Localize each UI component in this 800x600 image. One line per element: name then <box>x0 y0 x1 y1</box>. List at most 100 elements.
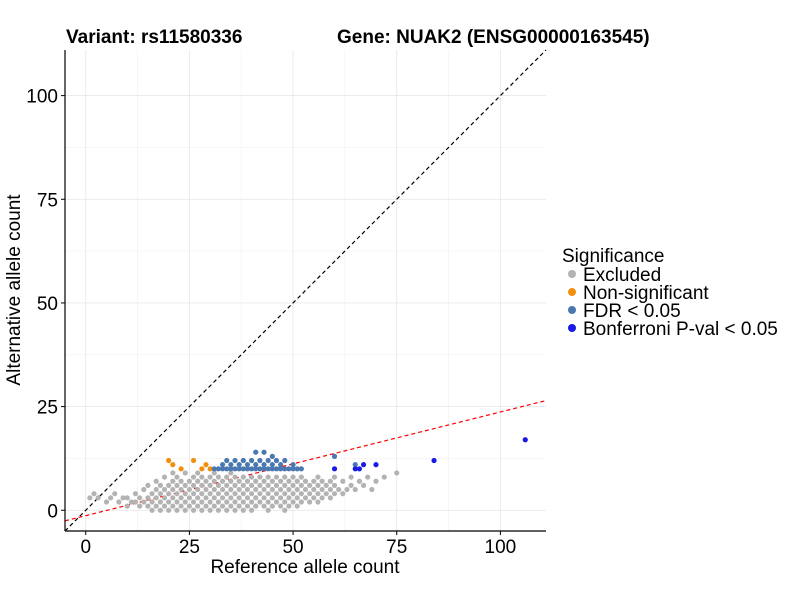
point-excluded <box>352 486 358 493</box>
x-tick-label: 75 <box>386 537 407 558</box>
point-excluded <box>240 507 246 513</box>
point-excluded <box>348 482 354 488</box>
y-axis-label: Alternative allele count <box>4 194 25 386</box>
legend-swatch-non-significant <box>568 288 576 296</box>
point-fdr-0-05 <box>253 466 259 472</box>
point-fdr-0-05 <box>240 466 246 472</box>
point-excluded <box>232 474 238 480</box>
point-excluded <box>236 503 242 509</box>
point-excluded <box>261 503 267 509</box>
point-excluded <box>302 495 309 501</box>
point-excluded <box>244 495 251 501</box>
point-bonferroni-p-val-0-05 <box>360 462 367 468</box>
point-excluded <box>157 482 163 488</box>
x-axis-label: Reference allele count <box>210 557 400 578</box>
point-fdr-0-05 <box>352 462 358 468</box>
point-excluded <box>170 486 176 493</box>
point-excluded <box>228 478 234 484</box>
point-excluded <box>269 495 275 501</box>
point-excluded <box>195 470 201 476</box>
point-excluded <box>203 503 209 509</box>
point-excluded <box>302 486 309 493</box>
point-excluded <box>161 503 168 509</box>
point-excluded <box>195 478 201 484</box>
point-excluded <box>253 495 259 501</box>
point-fdr-0-05 <box>265 466 271 472</box>
point-excluded <box>290 499 296 505</box>
point-excluded <box>215 474 222 480</box>
point-excluded <box>224 499 230 505</box>
point-fdr-0-05 <box>211 466 217 472</box>
point-excluded <box>161 495 168 501</box>
point-excluded <box>253 478 259 484</box>
point-excluded <box>327 486 333 493</box>
point-excluded <box>103 499 110 505</box>
point-fdr-0-05 <box>265 457 271 464</box>
point-excluded <box>149 491 155 497</box>
point-fdr-0-05 <box>219 462 226 468</box>
point-fdr-0-05 <box>224 457 230 464</box>
point-excluded <box>174 507 180 513</box>
legend-label-fdr-0-05: FDR < 0.05 <box>583 301 681 322</box>
point-excluded <box>141 499 147 505</box>
point-excluded <box>95 495 101 501</box>
point-excluded <box>116 499 122 505</box>
point-excluded <box>211 470 217 476</box>
point-excluded <box>278 478 284 484</box>
point-excluded <box>236 478 242 484</box>
point-excluded <box>186 486 192 493</box>
point-excluded <box>294 503 300 509</box>
point-bonferroni-p-val-0-05 <box>431 457 437 464</box>
point-excluded <box>298 499 304 505</box>
point-excluded <box>244 478 251 484</box>
point-excluded <box>282 499 288 505</box>
point-excluded <box>215 499 222 505</box>
point-excluded <box>294 486 300 493</box>
point-excluded <box>381 474 387 480</box>
point-excluded <box>153 478 159 484</box>
point-excluded <box>273 491 280 497</box>
point-non-significant <box>207 466 213 472</box>
point-excluded <box>211 495 217 501</box>
point-excluded <box>319 486 325 493</box>
point-fdr-0-05 <box>278 466 284 472</box>
point-excluded <box>219 503 226 509</box>
point-excluded <box>307 482 313 488</box>
point-excluded <box>265 474 271 480</box>
point-non-significant <box>166 457 172 464</box>
point-excluded <box>282 474 288 480</box>
point-excluded <box>240 499 246 505</box>
point-excluded <box>203 495 209 501</box>
point-non-significant <box>178 466 184 472</box>
point-excluded <box>207 499 213 505</box>
point-excluded <box>170 470 176 476</box>
point-excluded <box>215 507 222 513</box>
point-excluded <box>207 507 213 513</box>
point-excluded <box>137 495 143 501</box>
point-excluded <box>141 486 147 493</box>
point-excluded <box>228 486 234 493</box>
point-excluded <box>219 478 226 484</box>
point-excluded <box>236 486 242 493</box>
point-excluded <box>265 491 271 497</box>
point-fdr-0-05 <box>261 462 267 468</box>
chart-title-variant: Variant: rs11580336 <box>66 27 242 48</box>
point-excluded <box>137 503 143 509</box>
point-excluded <box>186 503 192 509</box>
point-excluded <box>278 495 284 501</box>
point-excluded <box>211 478 217 484</box>
point-bonferroni-p-val-0-05 <box>352 466 358 472</box>
point-excluded <box>132 499 139 505</box>
legend-label-bonferroni-p-val-0-05: Bonferroni P-val < 0.05 <box>583 319 778 340</box>
point-excluded <box>348 474 354 480</box>
identity-line <box>64 49 547 532</box>
point-excluded <box>248 507 255 513</box>
point-excluded <box>211 486 217 493</box>
point-excluded <box>240 491 246 497</box>
point-excluded <box>157 499 163 505</box>
point-excluded <box>120 495 126 501</box>
point-excluded <box>240 482 246 488</box>
point-excluded <box>186 495 192 501</box>
point-excluded <box>265 482 271 488</box>
